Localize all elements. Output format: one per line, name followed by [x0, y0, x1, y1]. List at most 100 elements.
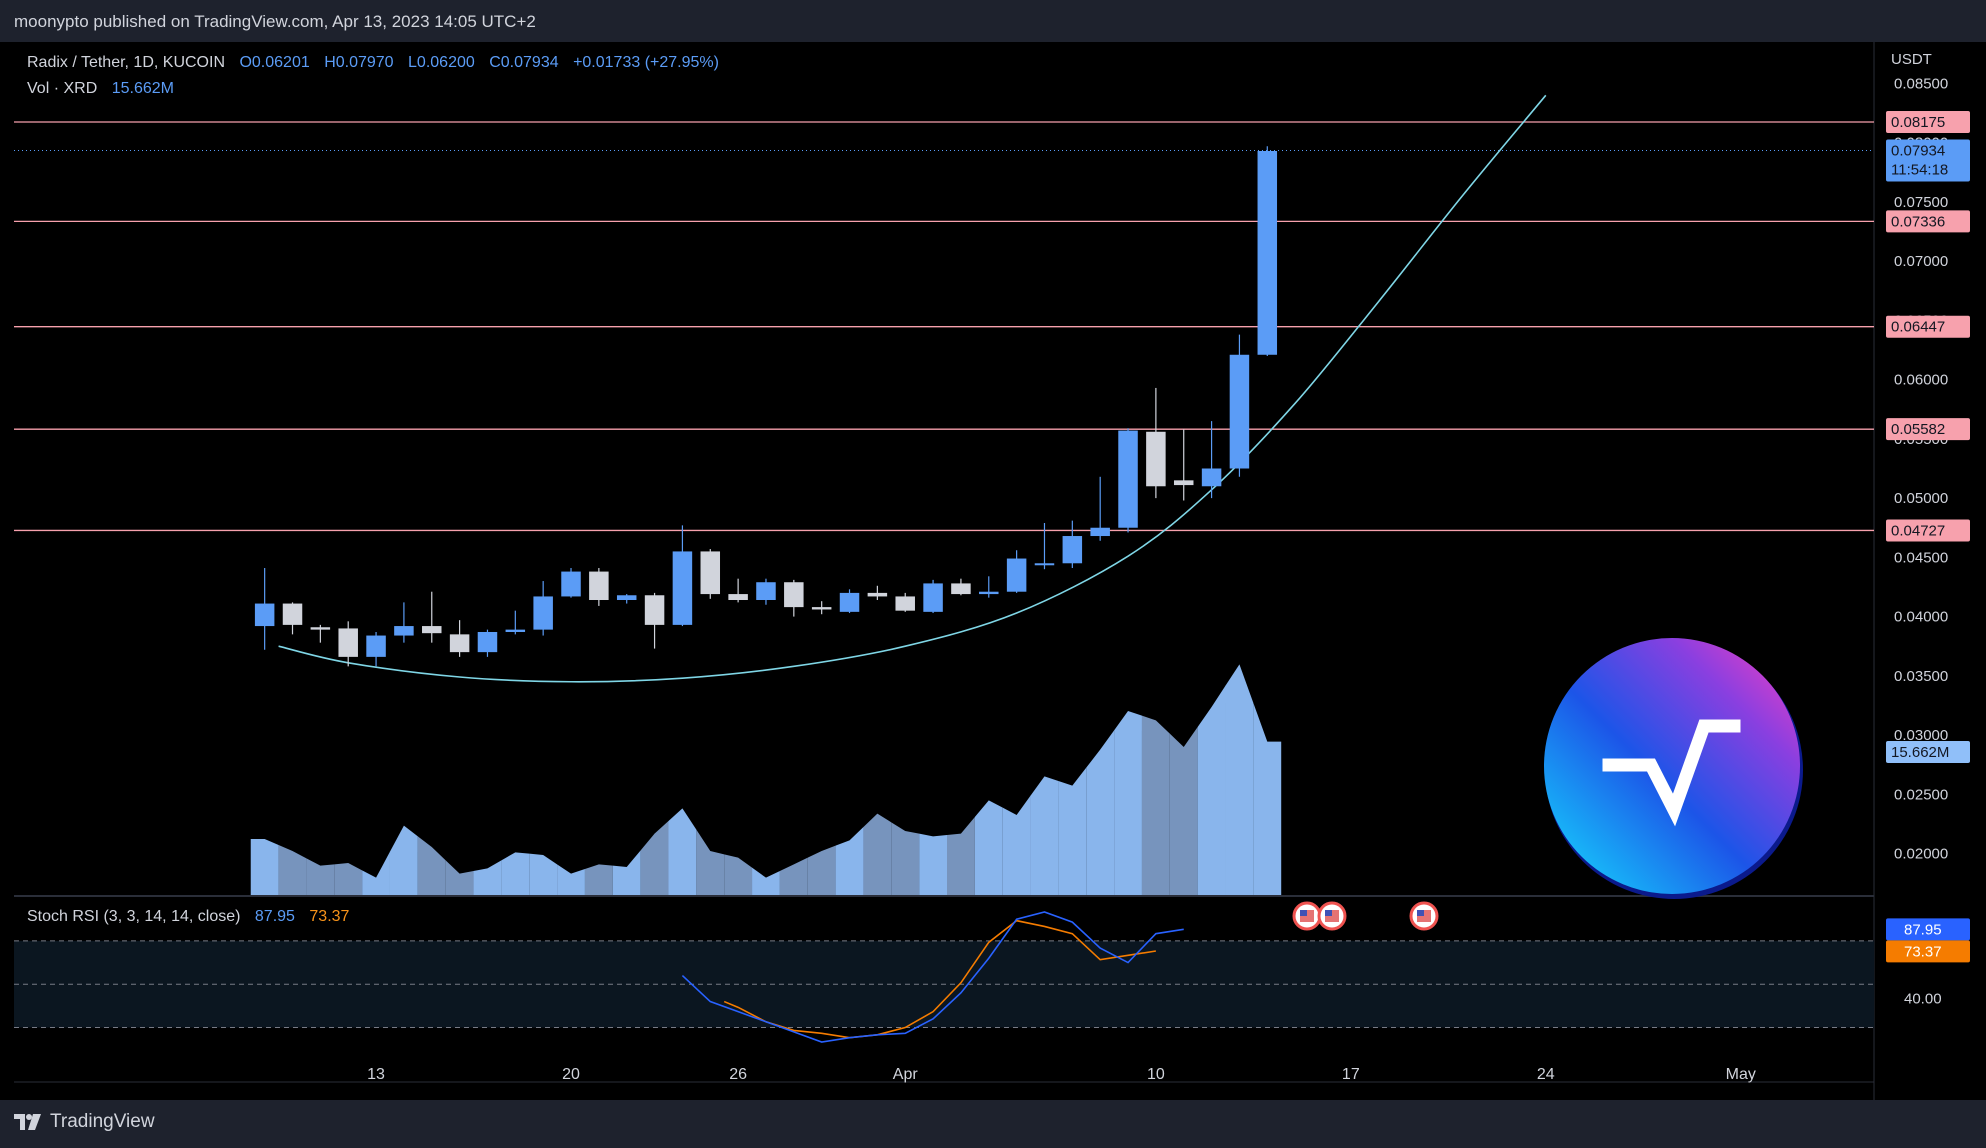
events-layer[interactable]: [1292, 901, 1439, 931]
candle-body[interactable]: [254, 603, 275, 627]
candle-body[interactable]: [644, 595, 665, 625]
stoch-label[interactable]: Stoch RSI (3, 3, 14, 14, close): [27, 908, 241, 925]
price-axis-layer[interactable]: 0.085000.080000.075000.070000.065000.060…: [1886, 75, 1970, 1008]
stoch-legend[interactable]: Stoch RSI (3, 3, 14, 14, close) 87.95 73…: [27, 908, 349, 926]
volume-legend[interactable]: Vol · XRD 15.662M: [27, 80, 174, 98]
parabolic-arc: [278, 94, 1547, 683]
candle-body[interactable]: [282, 603, 303, 625]
volume-bar: [835, 827, 864, 895]
stoch-k-tag[interactable]: [1886, 918, 1970, 941]
volume-bar: [1058, 767, 1087, 895]
volume-bar: [724, 854, 753, 895]
stoch-level-label: 40.00: [1904, 991, 1942, 1008]
currency-label[interactable]: USDT: [1891, 51, 1932, 68]
volume-bar: [1030, 776, 1059, 895]
level-tag[interactable]: [1886, 418, 1970, 441]
price-tick-label: 0.02500: [1894, 786, 1948, 803]
candle-body[interactable]: [589, 571, 609, 601]
chart-canvas[interactable]: 0.085000.080000.075000.070000.065000.060…: [14, 42, 1972, 1100]
volume-bar: [947, 817, 975, 895]
level-tag[interactable]: [1886, 210, 1970, 233]
volume-bar: [334, 863, 363, 895]
level-tag-label: 0.05582: [1891, 421, 1945, 438]
volume-bar: [807, 845, 836, 895]
candle-body[interactable]: [951, 583, 971, 595]
candle-body[interactable]: [1257, 150, 1278, 355]
candle-body[interactable]: [728, 594, 748, 601]
candle-body[interactable]: [867, 592, 888, 597]
candle-body[interactable]: [672, 551, 693, 625]
candle-body[interactable]: [310, 627, 331, 630]
volume-tag[interactable]: [1886, 741, 1970, 763]
symbol-name[interactable]: Radix / Tether, 1D, KUCOIN: [27, 54, 225, 71]
stoch-k-value: 87.95: [254, 908, 295, 925]
candle-body[interactable]: [422, 626, 442, 634]
candle-body[interactable]: [561, 571, 581, 597]
publisher-text: moonypto published on TradingView.com, A…: [14, 12, 536, 31]
candle-body[interactable]: [533, 596, 553, 630]
volume-bar: [306, 858, 335, 895]
candle-body[interactable]: [700, 551, 721, 595]
time-tick-label: May: [1726, 1066, 1756, 1083]
candle-body[interactable]: [1006, 558, 1027, 592]
footer-bar: [0, 1100, 1986, 1148]
candle-body[interactable]: [839, 592, 860, 612]
volume-bar: [752, 867, 780, 895]
stoch-d-tag-label: 73.37: [1904, 943, 1942, 960]
candle-body[interactable]: [1173, 480, 1194, 486]
legend-open: O0.06201: [239, 54, 310, 71]
candle-body[interactable]: [366, 635, 386, 657]
chart-frame[interactable]: 0.085000.080000.075000.070000.065000.060…: [14, 42, 1972, 1100]
volume-bar: [389, 825, 418, 895]
volume-bar: [1086, 730, 1115, 895]
level-tag[interactable]: [1886, 315, 1970, 338]
candle-body[interactable]: [616, 595, 637, 601]
candle-body[interactable]: [394, 626, 414, 636]
level-tag[interactable]: [1886, 519, 1970, 542]
volume-bar: [612, 850, 641, 895]
symbol-legend[interactable]: Radix / Tether, 1D, KUCOIN O0.06201 H0.0…: [27, 54, 719, 72]
legend-change: +0.01733 (+27.95%): [573, 54, 719, 71]
candle-body[interactable]: [477, 631, 498, 653]
stoch-d-value: 73.37: [309, 908, 350, 925]
volume-bar: [919, 833, 947, 895]
candle-body[interactable]: [784, 582, 804, 608]
tradingview-watermark[interactable]: TradingView: [14, 1111, 155, 1133]
volume-bar: [1141, 715, 1170, 895]
candle-body[interactable]: [449, 634, 470, 653]
price-tick-label: 0.02000: [1894, 846, 1948, 863]
volume-bar: [1253, 703, 1282, 895]
volume-label[interactable]: Vol · XRD: [27, 80, 98, 97]
candle-body[interactable]: [1034, 563, 1055, 566]
candle-body[interactable]: [338, 628, 358, 657]
radix-logo-icon: [1544, 638, 1803, 899]
last-price-label: 0.07934: [1891, 143, 1945, 160]
us-flag-canton-icon: [1300, 910, 1307, 916]
candle-body[interactable]: [756, 582, 776, 601]
time-tick-label: 17: [1342, 1066, 1360, 1083]
time-tick-label: 26: [729, 1066, 747, 1083]
level-tag-label: 0.04727: [1891, 522, 1945, 539]
candle-body[interactable]: [979, 591, 999, 595]
candle-body[interactable]: [1118, 430, 1138, 528]
candle-body[interactable]: [1062, 536, 1083, 564]
last-price-tag[interactable]: [1886, 139, 1970, 182]
candle-body[interactable]: [505, 629, 526, 632]
volume-bar: [529, 853, 558, 895]
tradingview-logo-icon: [14, 1114, 41, 1130]
time-axis-layer[interactable]: 13 20 26 Apr 10 17 24 May: [367, 1066, 1756, 1083]
candle-body[interactable]: [923, 583, 943, 612]
legend-low: L0.06200: [408, 54, 475, 71]
candles-layer[interactable]: [254, 146, 1278, 667]
candle-body[interactable]: [1090, 527, 1110, 537]
us-flag-canton-icon: [1417, 910, 1424, 916]
candle-body[interactable]: [811, 607, 832, 610]
legend-high: H0.07970: [324, 54, 394, 71]
candle-body[interactable]: [1146, 431, 1166, 487]
volume-bar: [445, 860, 474, 895]
candle-body[interactable]: [1229, 354, 1250, 469]
candle-body[interactable]: [895, 596, 915, 611]
candle-body[interactable]: [1201, 468, 1222, 487]
stoch-d-tag[interactable]: [1886, 940, 1970, 963]
level-tag[interactable]: [1886, 110, 1970, 133]
